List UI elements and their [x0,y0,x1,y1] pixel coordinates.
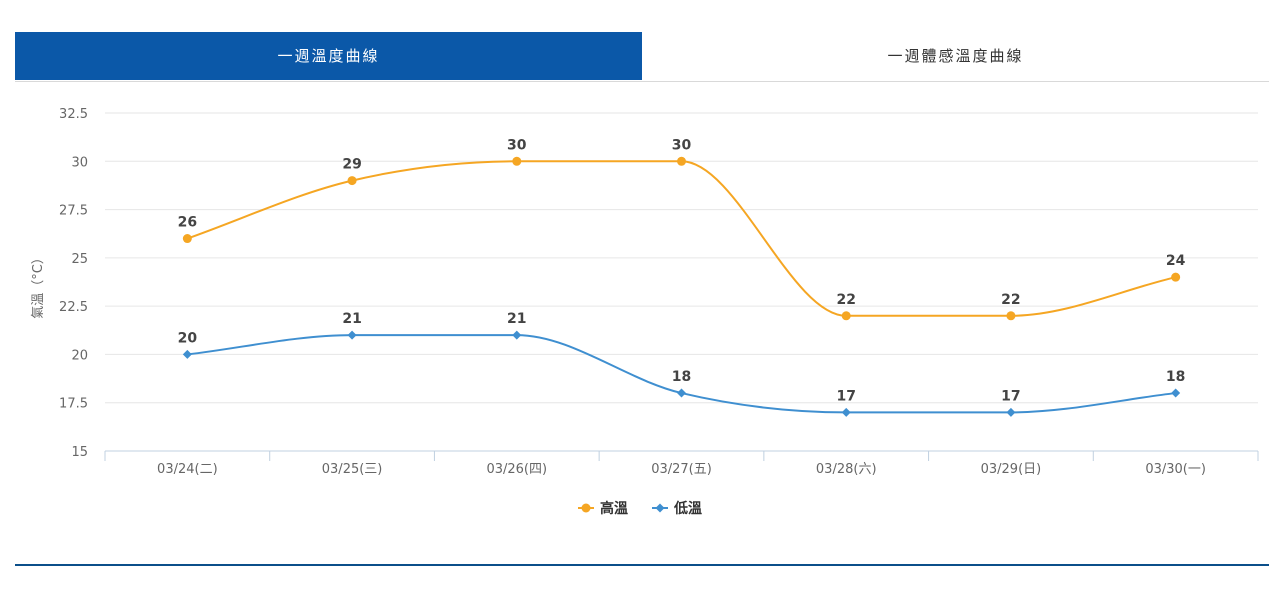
tab-weekly-temperature[interactable]: 一週溫度曲線 [15,32,642,80]
x-tick-label: 03/29(日) [981,462,1042,477]
x-tick-label: 03/25(三) [322,462,383,477]
data-label: 20 [178,330,198,346]
data-point [1171,272,1181,282]
tab-weekly-apparent-temperature[interactable]: 一週體感溫度曲線 [642,32,1269,80]
series-line [187,160,1176,317]
data-point [677,388,686,398]
bottom-divider [15,564,1269,566]
data-point [182,234,192,244]
data-label: 29 [342,157,361,173]
data-point [1171,388,1181,398]
legend-item[interactable]: 高溫 [578,500,628,517]
y-tick-label: 25 [71,252,88,267]
tab-bar: 一週溫度曲線 一週體感溫度曲線 [15,32,1269,82]
data-point [182,349,192,359]
y-tick-label: 17.5 [59,397,88,412]
data-point [347,176,357,186]
data-label: 17 [1001,388,1020,404]
y-tick-label: 32.5 [59,107,88,122]
y-axis-ticks: 15 17.5 20 22.5 25 27.5 30 32.5 [59,107,88,460]
data-label: 30 [507,137,527,153]
legend-label: 高溫 [600,500,628,517]
x-tick-label: 03/24(二) [157,462,218,477]
data-point [512,156,522,166]
legend-label: 低溫 [673,500,702,517]
legend: 高溫 低溫 [578,500,702,517]
data-label: 18 [1166,369,1185,385]
data-label: 22 [1001,292,1020,308]
x-tick-label: 03/27(五) [651,462,712,477]
data-label: 18 [672,369,691,385]
data-point [512,330,522,340]
legend-marker [655,503,665,513]
legend-marker [581,503,591,513]
x-tick-label: 03/26(四) [486,462,547,477]
gridlines [105,112,1258,404]
x-tick-label: 03/30(一) [1145,462,1206,477]
data-label: 21 [342,311,361,327]
series-lines [182,156,1181,417]
data-label: 17 [836,388,855,404]
legend-item[interactable]: 低溫 [652,500,702,517]
data-label: 24 [1166,253,1186,269]
data-point [677,156,686,166]
data-point [347,330,357,340]
data-labels: 26 29 30 30 22 22 24 20 21 21 18 17 17 18 [178,137,1186,404]
x-tick-label: 03/28(六) [816,462,877,477]
data-point [841,311,851,321]
y-tick-label: 30 [71,155,88,170]
data-point [841,407,851,417]
data-label: 22 [836,292,855,308]
y-axis-label: 氣溫（°C） [31,251,46,319]
data-point [1006,407,1016,417]
data-label: 26 [178,215,197,231]
y-tick-label: 15 [71,445,88,460]
data-label: 30 [672,137,692,153]
y-tick-label: 27.5 [59,204,88,219]
y-tick-label: 22.5 [59,300,88,315]
temperature-chart: 15 17.5 20 22.5 25 27.5 30 32.5 氣溫（°C） 03/24(二)… [31,107,1259,517]
data-point [1006,311,1016,321]
y-tick-label: 20 [71,348,88,363]
data-label: 21 [507,311,526,327]
x-axis: 03/24(二) 03/25(三) 03/26(四) 03/27(五) 03/28(六)… [104,450,1259,477]
